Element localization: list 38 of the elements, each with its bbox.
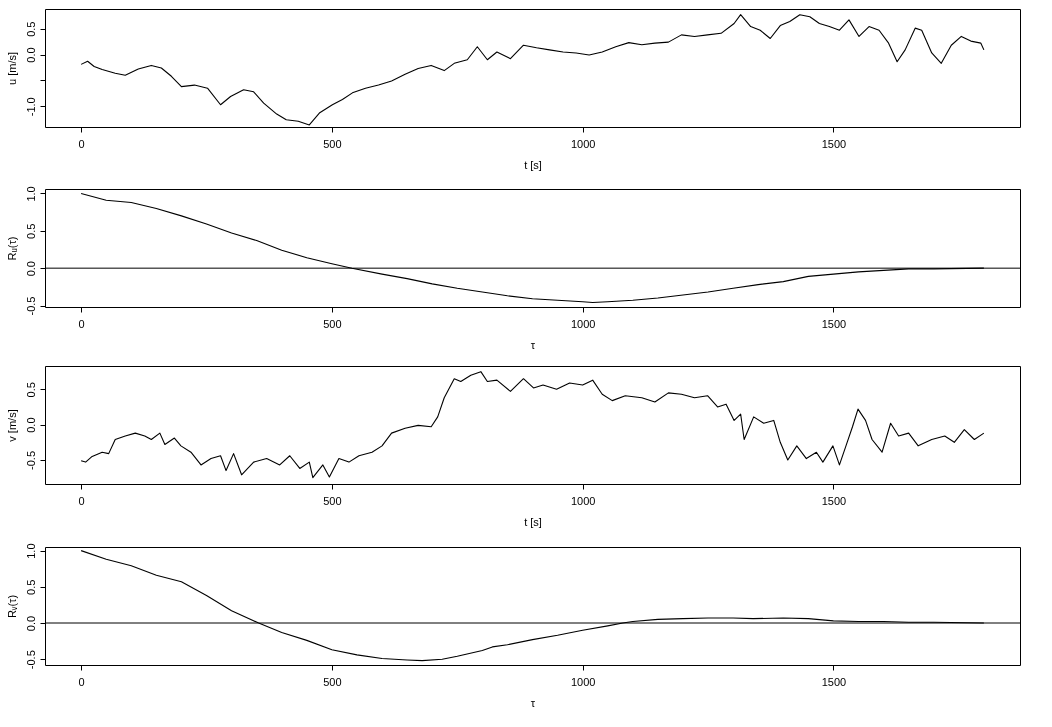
y-tick-label: 0.5 xyxy=(24,21,37,37)
x-tick-label: 1000 xyxy=(570,317,596,330)
x-tick-label: 500 xyxy=(323,675,342,688)
x-tick-label: 500 xyxy=(323,137,342,150)
y-tick-label: 1.0 xyxy=(24,186,37,202)
x-tick-label: 1500 xyxy=(821,317,847,330)
y-axis-title: Rᵤ(τ) xyxy=(5,236,18,261)
y-tick-label: -0.5 xyxy=(24,450,37,470)
y-tick-label: -1.0 xyxy=(24,97,37,117)
x-tick-label: 1500 xyxy=(821,494,847,507)
x-tick-label: 1000 xyxy=(570,137,596,150)
x-axis-title: τ xyxy=(530,696,536,709)
x-axis-title: t [s] xyxy=(524,158,542,171)
y-tick-label: 1.0 xyxy=(24,543,37,559)
y-tick-label: 0.0 xyxy=(24,47,37,63)
y-axis-title: v [m/s] xyxy=(5,409,18,442)
x-tick-label: 1500 xyxy=(821,675,847,688)
y-tick-label: 0.0 xyxy=(24,615,37,632)
y-tick-label: -0.5 xyxy=(24,650,37,670)
y-tick-label: 0.5 xyxy=(24,223,37,239)
x-tick-label: 0 xyxy=(78,494,85,507)
y-tick-label: 0.0 xyxy=(24,261,37,277)
x-tick-label: 500 xyxy=(323,317,342,330)
x-axis-title: τ xyxy=(530,338,536,351)
x-tick-label: 0 xyxy=(78,137,85,150)
x-tick-label: 0 xyxy=(78,317,85,330)
x-axis-title: t [s] xyxy=(524,515,542,528)
x-tick-label: 0 xyxy=(78,675,85,688)
x-tick-label: 1000 xyxy=(570,494,596,507)
y-tick-label: 0.0 xyxy=(24,417,37,433)
x-tick-label: 1500 xyxy=(821,137,847,150)
x-tick-label: 500 xyxy=(323,494,342,507)
y-tick-label: -0.5 xyxy=(24,296,37,316)
y-tick-label: 0.5 xyxy=(24,382,37,398)
y-axis-title: Rᵥ(τ) xyxy=(5,594,18,619)
y-tick-label: 0.5 xyxy=(24,579,37,595)
y-axis-title: u [m/s] xyxy=(5,51,18,86)
x-tick-label: 1000 xyxy=(570,675,596,688)
